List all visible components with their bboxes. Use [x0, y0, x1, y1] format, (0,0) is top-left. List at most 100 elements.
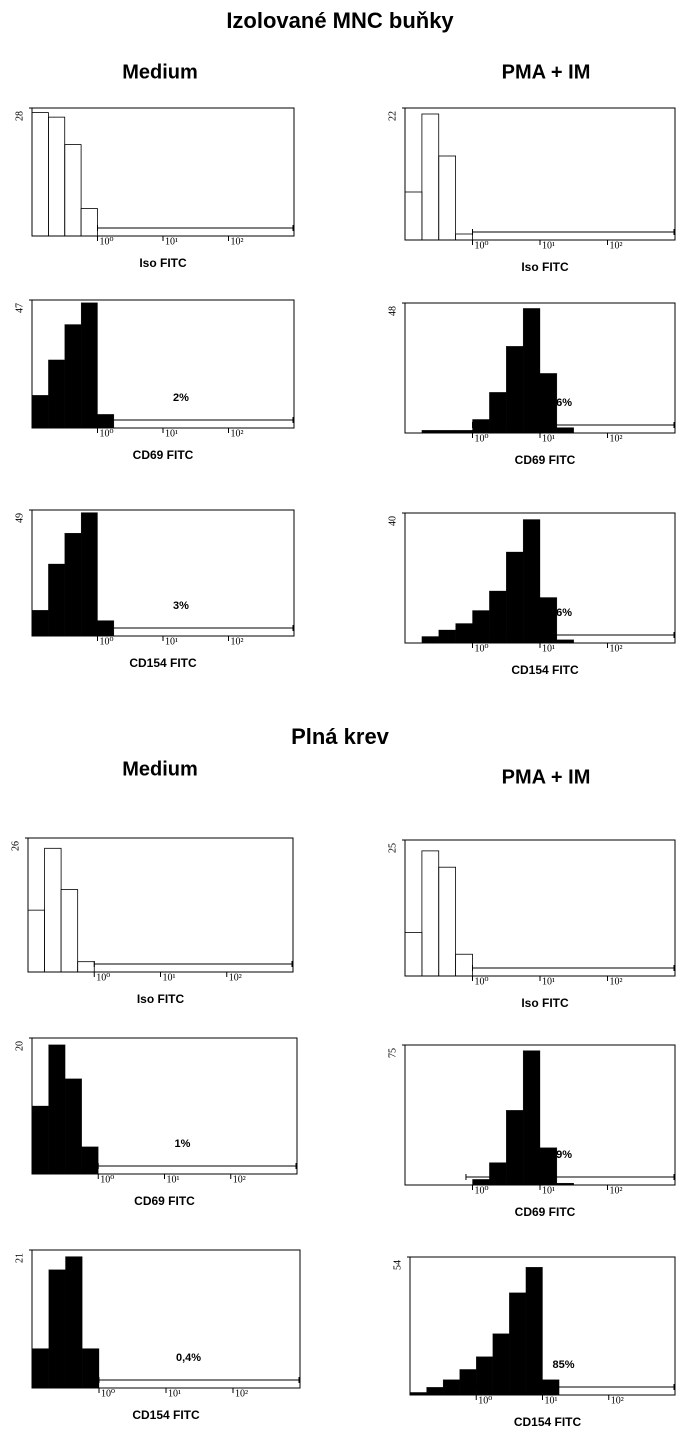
histogram-bar — [539, 1147, 558, 1186]
x-tick-label: 10⁰ — [96, 972, 110, 983]
x-axis-label: CD69 FITC — [134, 1194, 195, 1208]
histogram-bar — [80, 302, 98, 429]
histogram-bar — [421, 850, 440, 977]
x-tick-label: 10² — [610, 643, 623, 654]
section-title: Izolované MNC buňky — [226, 8, 454, 33]
histogram-bar — [455, 953, 473, 977]
x-tick-label: 10² — [610, 433, 623, 444]
gate-percent: 99% — [550, 1149, 572, 1161]
histogram-bar — [506, 551, 524, 644]
gate-percent: 85% — [553, 1359, 575, 1371]
histogram-bar — [48, 359, 65, 429]
y-tick-label: 47 — [14, 303, 25, 313]
panel: 10⁰ 10¹ 10² 25 Iso FITC — [387, 839, 676, 1010]
plot-frame — [404, 839, 676, 977]
x-tick-label: 10¹ — [165, 428, 178, 439]
x-axis-label: CD154 FITC — [511, 663, 579, 677]
panel: 10⁰ 10¹ 10² 49 3% CD154 FITC — [14, 509, 295, 670]
x-tick-label: 10¹ — [165, 236, 178, 247]
x-tick-label: 10² — [231, 636, 244, 647]
x-axis-label: Iso FITC — [521, 996, 569, 1010]
x-tick-label: 10⁰ — [100, 428, 114, 439]
y-tick-label: 40 — [387, 516, 398, 526]
histogram-bar — [421, 636, 439, 644]
panel: 10⁰ 10¹ 10² 21 0,4% CD154 FITC — [14, 1249, 301, 1422]
x-tick-label: 10⁰ — [475, 433, 489, 444]
x-axis-label: CD69 FITC — [515, 453, 576, 467]
y-tick-label: 49 — [14, 513, 25, 523]
x-tick-label: 10¹ — [542, 240, 555, 251]
plot-frame — [404, 107, 676, 241]
x-tick-label: 10¹ — [542, 1185, 555, 1196]
histogram-bar — [65, 1256, 83, 1389]
histogram-bar — [80, 512, 98, 637]
gate-percent: 3% — [173, 600, 189, 612]
x-tick-label: 10² — [229, 972, 242, 983]
x-tick-label: 10¹ — [542, 643, 555, 654]
histogram-bar — [438, 866, 457, 977]
histogram-bar — [60, 889, 79, 973]
histogram-bar — [409, 1392, 427, 1396]
histogram-bar — [455, 430, 473, 434]
x-tick-label: 10¹ — [163, 972, 176, 983]
y-tick-label: 26 — [10, 841, 21, 851]
x-tick-label: 10² — [231, 236, 244, 247]
histogram-bar — [64, 324, 82, 429]
x-axis-label: CD154 FITC — [129, 656, 197, 670]
histogram-bar — [539, 373, 558, 434]
histogram-bar — [438, 430, 456, 434]
histogram-bar — [525, 1267, 543, 1396]
y-tick-label: 54 — [392, 1260, 403, 1270]
y-tick-label: 48 — [387, 306, 398, 316]
histogram-bar — [48, 116, 66, 237]
histogram-bar — [556, 639, 574, 644]
column-title: Medium — [122, 61, 198, 83]
histogram-bar — [426, 1387, 444, 1396]
histogram-bar — [31, 1105, 49, 1175]
column-title: PMA + IM — [502, 61, 591, 83]
histogram-bar — [472, 1179, 490, 1186]
histogram-bar — [509, 1292, 527, 1396]
histogram-bar — [476, 1356, 493, 1396]
histogram-bar — [506, 1110, 524, 1186]
histogram-bar — [472, 419, 490, 434]
panel: 10⁰ 10¹ 10² 47 2% CD69 FITC — [14, 299, 295, 462]
histogram-bar — [31, 1348, 49, 1389]
x-tick-label: 10² — [235, 1388, 248, 1399]
x-tick-label: 10¹ — [542, 976, 555, 987]
section-title: Plná krev — [291, 724, 390, 749]
column-title: PMA + IM — [502, 766, 591, 788]
x-tick-label: 10⁰ — [478, 1395, 492, 1406]
x-tick-label: 10² — [610, 1185, 623, 1196]
histogram-bar — [82, 1348, 100, 1389]
gate-percent: 2% — [173, 392, 189, 404]
histogram-bar — [48, 1044, 66, 1175]
x-tick-label: 10¹ — [542, 433, 555, 444]
x-tick-label: 10¹ — [167, 1174, 180, 1185]
y-tick-label: 21 — [14, 1253, 25, 1263]
histogram-bar — [489, 1162, 507, 1186]
histogram-bar — [492, 1333, 510, 1396]
histogram-bar — [455, 233, 473, 241]
histogram-bar — [455, 623, 473, 644]
x-tick-label: 10⁰ — [475, 976, 489, 987]
x-axis-label: CD154 FITC — [514, 1415, 582, 1429]
histogram-bar — [31, 395, 49, 429]
histogram-bar — [421, 113, 440, 241]
x-tick-label: 10⁰ — [100, 236, 114, 247]
histogram-bar — [522, 1050, 541, 1186]
histogram-bar — [459, 1369, 477, 1396]
x-axis-label: Iso FITC — [137, 992, 185, 1006]
histogram-bar — [31, 112, 49, 237]
panel: 10⁰ 10¹ 10² 40 86% CD154 FITC — [387, 512, 676, 677]
histogram-bar — [522, 519, 541, 644]
histogram-bar — [556, 1182, 574, 1186]
gate-percent: 96% — [550, 397, 572, 409]
panel: 10⁰ 10¹ 10² 26 Iso FITC — [10, 837, 294, 1006]
histogram-bar — [31, 610, 49, 637]
histogram-bar — [80, 208, 98, 237]
x-tick-label: 10² — [233, 1174, 246, 1185]
y-tick-label: 20 — [14, 1041, 25, 1051]
histogram-bar — [97, 414, 115, 429]
